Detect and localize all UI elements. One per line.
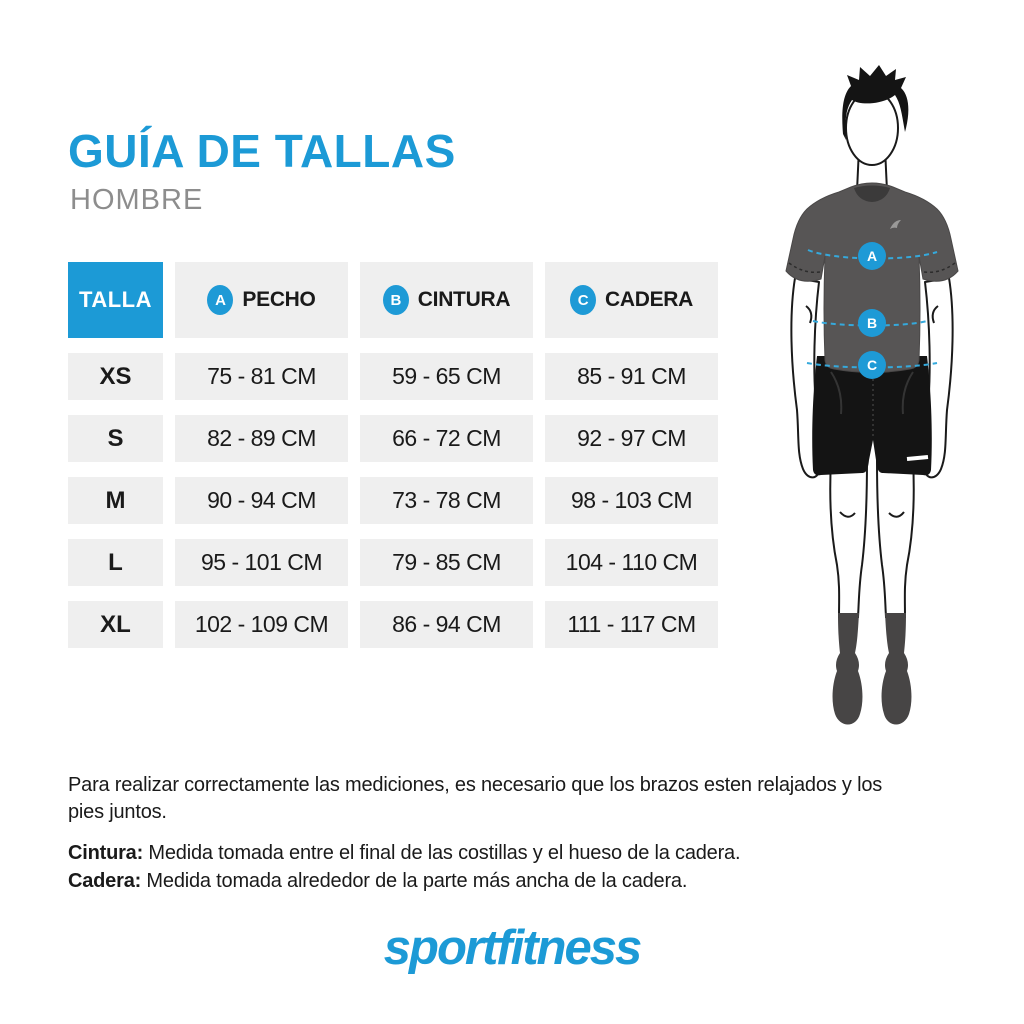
cintura-definition: Cintura: Medida tomada entre el final de… — [68, 839, 918, 867]
figure-marker-a: A — [858, 242, 886, 270]
cintura-text: Medida tomada entre el final de las cost… — [143, 842, 741, 864]
hair — [842, 65, 909, 140]
cadera-definition: Cadera: Medida tomada alrededor de la pa… — [68, 867, 918, 895]
cintura-term: Cintura: — [68, 842, 144, 864]
cell-xs-cintura: 59 - 65 CM — [360, 353, 533, 400]
right-leg — [875, 459, 915, 618]
marker-b-icon: B — [382, 285, 409, 315]
size-column-header: TALLA — [68, 262, 163, 338]
shorts-right-pocket-seam — [901, 371, 914, 415]
cell-m-cintura: 73 - 78 CM — [360, 477, 533, 524]
cell-xs-pecho: 75 - 81 CM — [175, 353, 348, 400]
waist-measure-line — [812, 320, 928, 327]
t-shirt-collar — [854, 185, 890, 202]
t-shirt — [785, 182, 959, 373]
cell-xl-cintura: 86 - 94 CM — [360, 601, 533, 648]
size-cell-m: M — [68, 477, 163, 524]
cell-s-cadera: 92 - 97 CM — [545, 415, 718, 462]
page-subtitle: HOMBRE — [70, 184, 204, 216]
left-elbow-crease — [805, 305, 813, 324]
shorts-left-pocket-seam — [830, 371, 843, 415]
page-title: GUÍA DE TALLAS — [68, 125, 456, 177]
col-header-cadera: C CADERA — [545, 262, 718, 338]
cell-xl-cadera: 111 - 117 CM — [545, 601, 718, 648]
sportfitness-logo: sportfitness — [383, 921, 642, 975]
right-sleeve-stitch — [923, 262, 956, 274]
cell-xl-pecho: 102 - 109 CM — [175, 601, 348, 648]
figure-marker-a-label: A — [867, 248, 877, 264]
shorts — [812, 356, 932, 476]
col-header-pecho: A PECHO — [175, 262, 348, 338]
col-header-cintura-label: CINTURA — [417, 288, 511, 311]
left-sock — [832, 613, 863, 725]
measurement-instructions: Para realizar correctamente las medicion… — [68, 774, 883, 823]
cell-l-pecho: 95 - 101 CM — [175, 539, 348, 586]
cell-s-cintura: 66 - 72 CM — [360, 415, 533, 462]
left-knee-crease — [839, 511, 856, 518]
right-sock — [881, 613, 912, 725]
size-cell-xl: XL — [68, 601, 163, 648]
figure-marker-c: C — [858, 351, 886, 379]
cadera-text: Medida tomada alrededor de la parte más … — [141, 870, 688, 892]
left-leg — [829, 459, 869, 618]
figure-marker-b-label: B — [867, 315, 877, 331]
cell-m-pecho: 90 - 94 CM — [175, 477, 348, 524]
shorts-hem-stripe — [906, 455, 929, 461]
col-header-cintura: B CINTURA — [360, 262, 533, 338]
cell-s-pecho: 82 - 89 CM — [175, 415, 348, 462]
cell-xs-cadera: 85 - 91 CM — [545, 353, 718, 400]
right-elbow-crease — [931, 305, 939, 324]
figure-marker-c-label: C — [867, 357, 877, 373]
right-knee-crease — [888, 511, 905, 518]
size-cell-s: S — [68, 415, 163, 462]
measurement-definitions: Cintura: Medida tomada entre el final de… — [68, 839, 918, 895]
col-header-pecho-label: PECHO — [242, 288, 316, 311]
marker-c-icon: C — [569, 285, 596, 315]
size-cell-xs: XS — [68, 353, 163, 400]
cell-l-cintura: 79 - 85 CM — [360, 539, 533, 586]
size-cell-l: L — [68, 539, 163, 586]
cell-m-cadera: 98 - 103 CM — [545, 477, 718, 524]
male-body-measurement-illustration: A B C — [785, 65, 959, 725]
col-header-cadera-label: CADERA — [604, 288, 694, 311]
marker-a-icon: A — [207, 285, 234, 315]
left-sleeve-stitch — [788, 262, 821, 274]
size-table: TALLA A PECHO B CINTURA C CADERA XS 75 -… — [68, 262, 718, 648]
cadera-term: Cadera: — [68, 870, 142, 892]
cell-l-cadera: 104 - 110 CM — [545, 539, 718, 586]
chest-logo-icon — [890, 220, 901, 229]
figure-marker-b: B — [858, 309, 886, 337]
